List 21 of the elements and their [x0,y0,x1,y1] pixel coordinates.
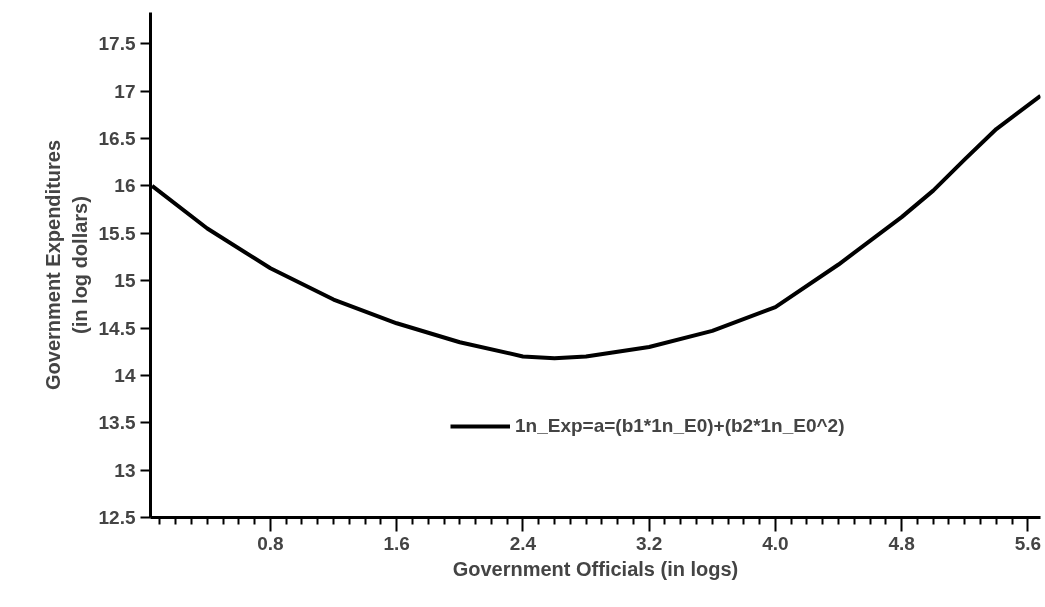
x-tick-label: 4.0 [762,532,789,554]
y-tick-label: 15.5 [98,222,136,244]
y-tick-label: 14 [114,364,136,386]
legend-label: 1n_Exp=a=(b1*1n_E0)+(b2*1n_E0^2) [515,415,845,437]
y-tick-label: 15 [114,270,136,292]
y-tick-label: 13 [114,459,136,481]
y-tick-label: 14.5 [98,317,136,339]
y-tick-label: 12.5 [98,507,136,528]
y-tick-label: 13.5 [98,412,136,434]
x-tick-label: 2.4 [509,532,537,554]
y-tick-label: 17.5 [98,33,136,55]
x-tick-label: 4.8 [888,532,915,554]
x-tick-label: 1.6 [383,532,410,554]
y-tick-label: 16 [114,175,136,197]
y-tick-label: 17 [114,80,136,102]
x-axis-title: Government Officials (in logs) [452,557,739,580]
y-axis-title: Government Expenditures (in log dollars) [42,139,91,391]
x-tick-label: 3.2 [635,532,663,554]
x-tick-label: 5.6 [1014,532,1042,554]
y-tick-label: 16.5 [98,128,136,150]
x-tick-label: 0.8 [257,532,284,554]
